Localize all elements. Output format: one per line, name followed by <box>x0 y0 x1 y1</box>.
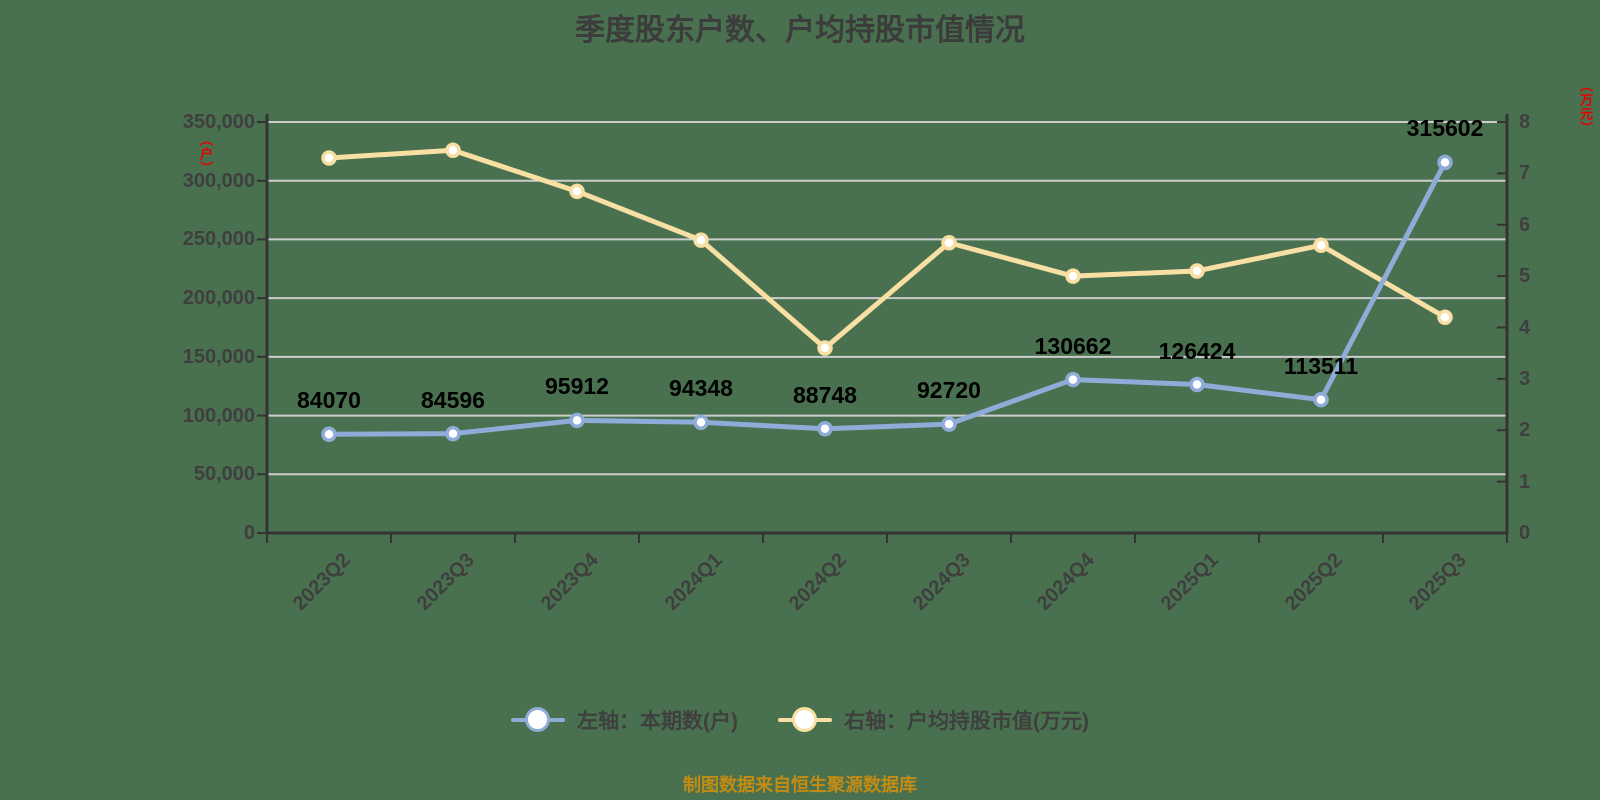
right-axis-tick-label: 5 <box>1519 265 1531 288</box>
legend-circle-icon <box>525 707 550 732</box>
legend-label: 左轴：本期数(户) <box>577 710 738 733</box>
legend-circle-icon <box>792 707 817 732</box>
data-point <box>321 150 337 166</box>
left-axis-tick-label: 100,000 <box>182 404 255 427</box>
legend-label: 右轴：户均持股市值(万元) <box>844 710 1089 733</box>
left-axis-tick-label: 300,000 <box>182 169 255 192</box>
x-axis-label: 2024Q1 <box>660 549 727 615</box>
legend: 左轴：本期数(户) 右轴：户均持股市值(万元) <box>0 705 1600 735</box>
data-label: 88748 <box>793 381 857 408</box>
data-point <box>1437 309 1453 325</box>
data-label: 95912 <box>545 373 609 400</box>
data-point <box>1065 371 1081 388</box>
left-axis-tick-label: 200,000 <box>182 287 255 310</box>
left-axis-unit-label: （户） <box>198 133 213 175</box>
series-line-right <box>326 147 1448 351</box>
data-source-note: 制图数据来自恒生聚源数据库 <box>683 775 917 795</box>
data-point <box>817 340 833 356</box>
right-axis-tick-label: 6 <box>1519 213 1531 236</box>
right-axis-tick-label: 7 <box>1519 162 1531 185</box>
right-axis-tick-label: 1 <box>1519 470 1531 493</box>
data-point <box>1437 154 1453 171</box>
x-axis-label: 2024Q2 <box>784 549 851 615</box>
data-label: 315602 <box>1406 115 1484 142</box>
data-point <box>693 414 709 430</box>
legend-marker-yellow <box>778 707 832 733</box>
right-axis-tick-label: 8 <box>1519 111 1531 133</box>
data-point <box>1189 376 1205 393</box>
data-label: 84070 <box>297 387 361 414</box>
data-point <box>1313 237 1329 254</box>
data-point <box>693 232 709 248</box>
data-point <box>569 183 585 200</box>
data-label: 130662 <box>1034 332 1112 359</box>
data-point <box>1313 391 1329 408</box>
left-axis-tick-label: 0 <box>243 522 255 544</box>
right-axis-unit-label: （万元） <box>1578 79 1593 135</box>
x-axis-label: 2024Q4 <box>1032 549 1099 615</box>
x-axis-label: 2023Q2 <box>288 549 355 615</box>
data-point <box>1189 263 1205 279</box>
left-axis-tick-label: 350,000 <box>182 111 255 133</box>
chart-title: 季度股东户数、户均持股市值情况 <box>575 14 1025 47</box>
right-axis-tick-label: 4 <box>1519 316 1531 339</box>
legend-marker-blue <box>511 707 565 733</box>
left-axis-tick-label: 50,000 <box>193 463 255 486</box>
right-axis-tick-label: 3 <box>1519 367 1531 390</box>
x-axis-label: 2025Q2 <box>1280 549 1347 615</box>
x-axis-label: 2025Q1 <box>1156 549 1223 615</box>
x-axis-label: 2023Q4 <box>536 549 603 615</box>
legend-item-shareholder-count[interactable]: 左轴：本期数(户) <box>511 705 738 735</box>
data-point <box>941 234 957 251</box>
x-axis-label: 2024Q3 <box>908 549 975 615</box>
data-label: 92720 <box>917 377 981 404</box>
data-point <box>569 412 585 429</box>
data-point <box>321 426 337 443</box>
left-axis-tick-label: 250,000 <box>182 228 255 251</box>
right-axis-tick-label: 2 <box>1519 419 1531 442</box>
data-label: 126424 <box>1158 337 1236 364</box>
data-point <box>445 142 461 159</box>
series-line-left <box>326 159 1448 437</box>
data-label: 94348 <box>669 375 733 402</box>
data-point <box>941 416 957 432</box>
right-axis-tick-label: 0 <box>1519 522 1531 544</box>
data-point <box>817 421 833 437</box>
data-label: 113511 <box>1283 352 1359 379</box>
data-point <box>445 425 461 442</box>
left-axis-tick-label: 150,000 <box>182 345 255 368</box>
legend-item-avg-holding-value[interactable]: 右轴：户均持股市值(万元) <box>778 705 1089 735</box>
data-label: 84596 <box>421 386 485 413</box>
x-axis-label: 2025Q3 <box>1404 549 1471 615</box>
data-point <box>1065 268 1081 284</box>
x-axis-label: 2023Q3 <box>412 549 479 615</box>
